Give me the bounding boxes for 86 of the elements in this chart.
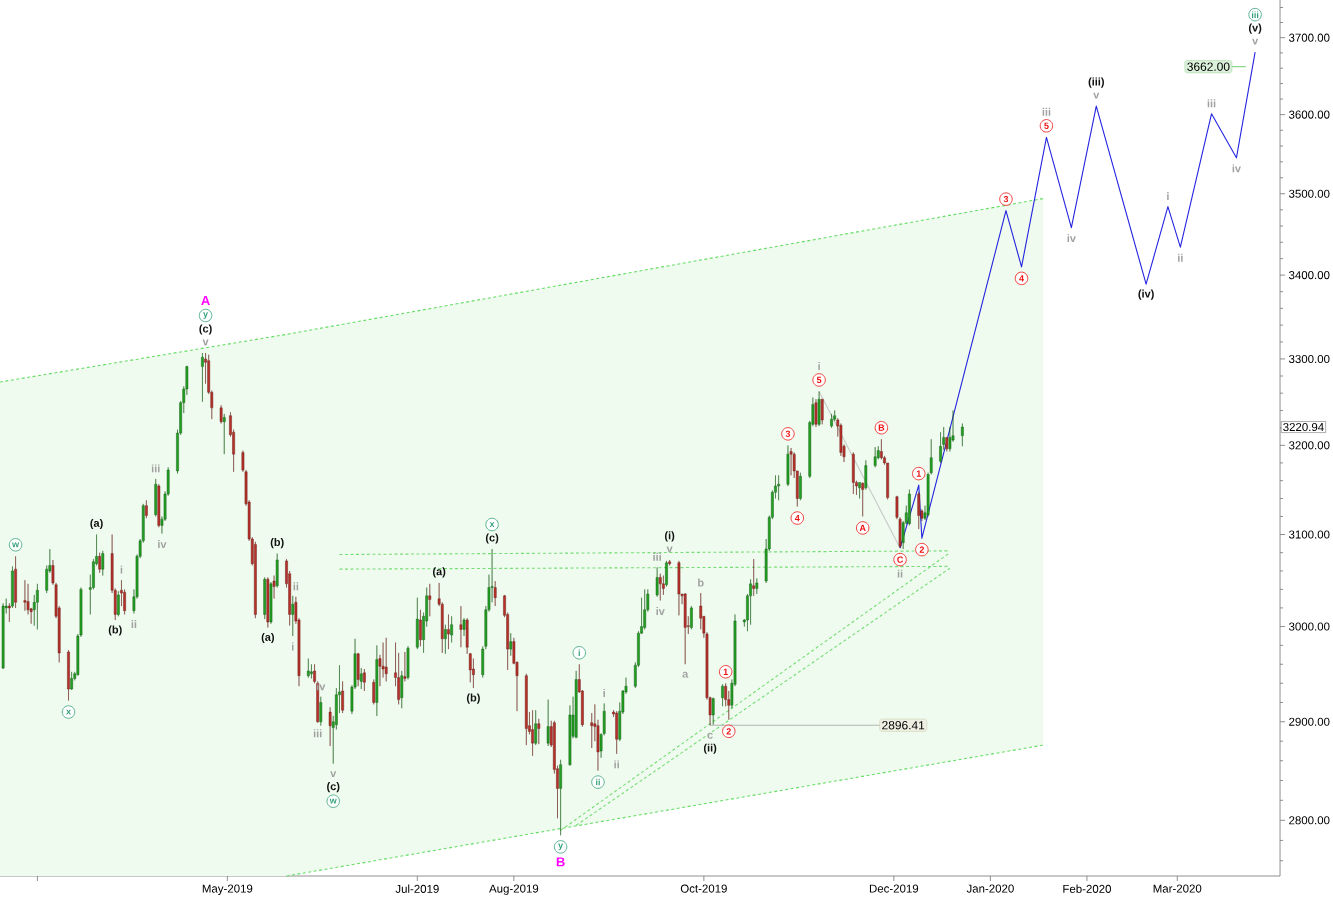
annotation: (c)	[485, 533, 499, 544]
x-tick-label: Feb-2020	[1063, 884, 1111, 893]
annotation: w	[329, 798, 337, 804]
annotation: v	[1252, 38, 1259, 45]
annotation: v	[202, 339, 209, 346]
annotation: iv	[1067, 234, 1076, 243]
annotation: (b)	[108, 625, 122, 636]
annotation: 2	[919, 546, 924, 553]
annotation: iii	[1042, 107, 1051, 116]
annotation: (a)	[90, 518, 103, 530]
annotation: ii	[897, 569, 903, 578]
y-tick-label: 3400.00	[1288, 271, 1330, 280]
annotation: iii	[1252, 11, 1259, 18]
annotation: i	[292, 642, 294, 651]
annotation: (iii)	[1088, 77, 1104, 88]
annotation: 3	[1003, 195, 1009, 203]
annotation: A	[859, 524, 866, 532]
annotation: i	[120, 565, 123, 574]
annotation: i	[603, 688, 605, 697]
annotation: (b)	[270, 537, 284, 549]
x-tick-label: Oct-2019	[680, 884, 727, 893]
annotation: ii	[293, 582, 299, 591]
annotation: i	[818, 361, 820, 370]
y-tick-label: 2900.00	[1289, 717, 1330, 726]
annotation: v	[1093, 92, 1100, 99]
annotation: (ii)	[703, 743, 717, 754]
annotation: x	[489, 522, 495, 527]
annotation: 3662.00	[1187, 62, 1230, 71]
annotation: (c)	[199, 324, 212, 335]
x-tick-label: Dec-2019	[869, 884, 919, 893]
annotation: 3	[785, 430, 791, 438]
annotation: B	[878, 424, 885, 431]
annotation: v	[330, 771, 337, 778]
annotation: B	[556, 857, 565, 867]
annotation: iii	[151, 464, 160, 473]
annotation: (a)	[432, 567, 446, 578]
x-tick-label: Aug-2019	[489, 884, 539, 895]
x-tick-label: Mar-2020	[1153, 884, 1202, 893]
annotation: iii	[653, 552, 661, 561]
annotation: (a)	[261, 632, 274, 644]
annotation: w	[12, 542, 20, 548]
annotation: i	[578, 649, 580, 657]
annotation: (c)	[327, 782, 340, 793]
annotation: b	[698, 578, 704, 587]
y-tick-label: 3200.00	[1288, 441, 1330, 450]
annotation: iv	[656, 607, 665, 615]
annotation: iii	[1207, 99, 1216, 108]
annotation: 2	[726, 728, 731, 735]
annotation: iv	[1232, 164, 1241, 173]
annotation: (v)	[1248, 23, 1262, 34]
annotation: (i)	[664, 531, 675, 542]
y-tick-label: 3500.00	[1288, 189, 1330, 198]
annotation: ii	[131, 620, 137, 628]
annotation: ii	[596, 778, 600, 786]
annotation: 1	[916, 470, 921, 477]
x-tick-label: Jul-2019	[395, 884, 439, 893]
annotation: 4	[794, 514, 800, 522]
annotation: C	[897, 556, 904, 563]
annotation: 2896.41	[882, 721, 925, 730]
x-tick-label: Jan-2020	[966, 884, 1014, 893]
annotation: y	[558, 843, 564, 851]
annotation: 5	[816, 376, 822, 384]
annotation: i	[1167, 192, 1169, 201]
annotation: iii	[313, 729, 322, 738]
y-tick-label: 3100.00	[1288, 530, 1330, 539]
annotation: iv	[158, 540, 167, 549]
annotation: c	[707, 732, 713, 739]
annotation: 1	[723, 668, 728, 675]
x-tick-label: May-2019	[202, 884, 253, 895]
text: 3220.94	[1283, 422, 1324, 432]
y-tick-label: 3700.00	[1288, 33, 1330, 42]
y-tick-label: 3000.00	[1288, 622, 1330, 631]
annotation: 4	[1019, 275, 1024, 282]
y-tick-label: 3300.00	[1288, 354, 1330, 363]
annotation: ii	[1178, 253, 1183, 262]
annotation: y	[203, 312, 208, 319]
annotation: (b)	[466, 693, 480, 704]
annotation: ii	[614, 760, 619, 769]
annotation: (iv)	[1138, 289, 1154, 300]
annotation: 5	[1044, 122, 1049, 129]
annotation: v	[666, 546, 673, 553]
y-tick-label: 2800.00	[1289, 816, 1330, 825]
y-tick-label: 3600.00	[1288, 110, 1330, 119]
annotation: x	[66, 709, 71, 715]
annotation: A	[201, 296, 210, 305]
annotation: a	[682, 671, 689, 678]
